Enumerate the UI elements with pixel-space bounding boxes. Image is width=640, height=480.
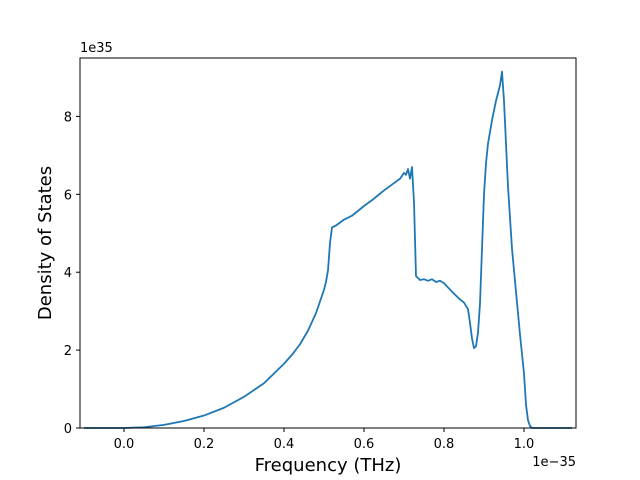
x-tick-label: 0.2 [194,437,215,452]
x-tick-label: 0.4 [274,437,295,452]
x-axis-label: Frequency (THz) [255,455,402,476]
y-tick-label: 6 [64,188,72,203]
y-tick-label: 4 [64,266,72,281]
ticks-layer: 0.0 0.2 0.4 0.6 0.8 1.0 0 2 4 6 8 [64,110,535,452]
series-line [84,70,572,429]
y-tick-label: 2 [64,344,72,359]
x-offset-text: 1e−35 [532,455,576,470]
y-tick-label: 0 [64,422,72,437]
x-tick-label: 0.8 [434,437,455,452]
y-offset-text: 1e35 [80,41,113,56]
x-tick-label: 0.0 [114,437,135,452]
plot-frame [79,57,577,429]
x-tick-label: 0.6 [354,437,375,452]
x-tick-label: 1.0 [514,437,535,452]
y-axis-label: Density of States [35,166,56,320]
y-tick-label: 8 [64,110,72,125]
